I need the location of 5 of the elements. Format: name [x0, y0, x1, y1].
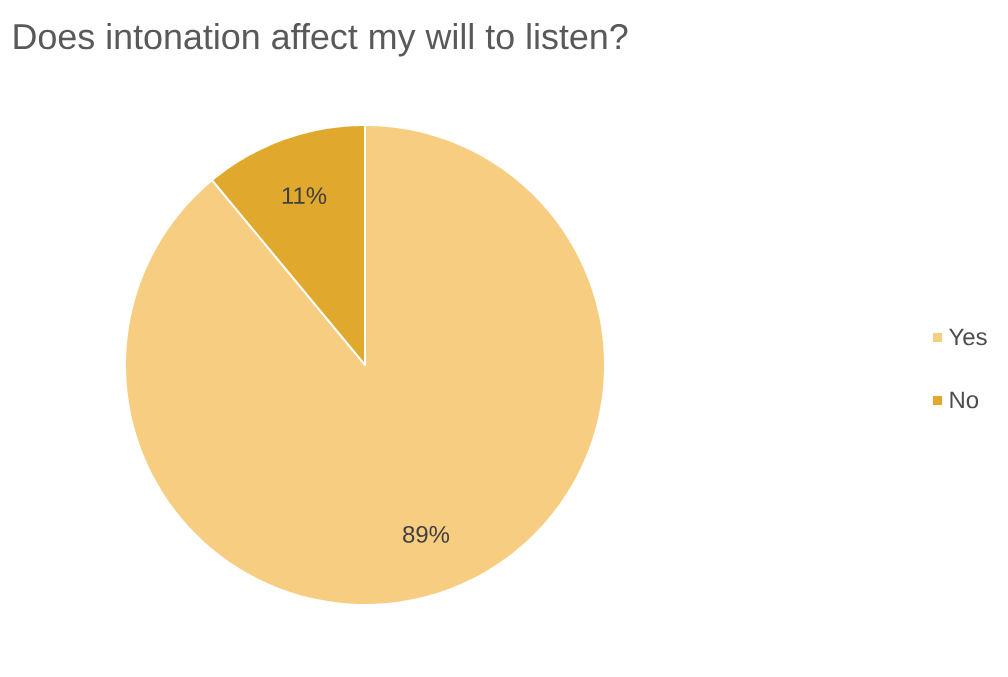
legend-label: No [950, 391, 979, 409]
chart-title: Does intonation affect my will to listen? [14, 23, 628, 57]
data-label: 89% [403, 525, 450, 543]
legend-label: Yes [949, 328, 987, 346]
data-label: 11% [282, 187, 327, 204]
